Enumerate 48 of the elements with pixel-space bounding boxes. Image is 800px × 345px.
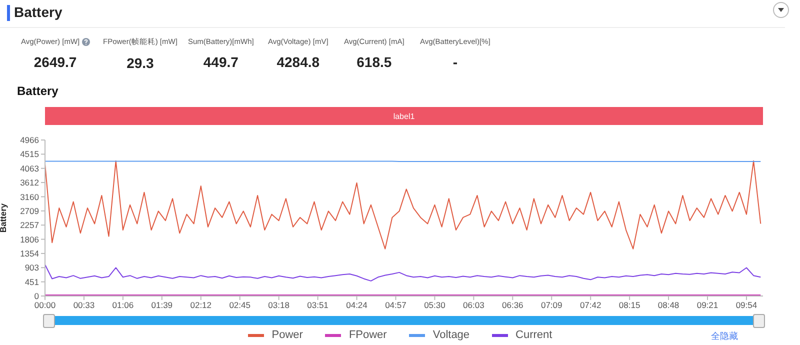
x-tick-label: 03:51	[307, 300, 329, 310]
x-tick-label: 08:48	[658, 300, 680, 310]
y-tick-label: 4515	[20, 149, 40, 160]
legend-label: Current	[516, 329, 552, 341]
x-tick-label: 09:21	[696, 300, 718, 310]
y-tick-label: 3612	[20, 178, 40, 188]
y-tick-label: 0	[34, 291, 40, 302]
line-series	[45, 160, 762, 250]
y-tick-label: 1806	[20, 234, 40, 244]
y-tick-label: 2257	[20, 220, 40, 230]
band-label: label1	[393, 112, 416, 121]
y-tick-label: 1354	[20, 248, 40, 258]
x-tick-label: 05:30	[424, 300, 446, 310]
x-tick-label: 06:36	[502, 300, 524, 310]
x-tick-label: 09:54	[736, 300, 758, 310]
legend-label: Power	[272, 329, 303, 341]
y-tick-label: 4966	[20, 135, 40, 146]
text: -	[452, 54, 458, 70]
chart-title: Battery	[14, 4, 62, 20]
chart-subtitle: Battery	[17, 84, 58, 98]
line-series	[45, 264, 762, 282]
y-tick-label: 903	[24, 262, 40, 273]
y-axis-title: Battery	[0, 203, 8, 233]
x-tick-label: 00:00	[34, 300, 56, 310]
x-tick-label: 03:18	[268, 300, 290, 310]
x-tick-label: 01:39	[151, 300, 173, 310]
y-tick-label: 4063	[20, 163, 40, 174]
y-tick-label: 451	[24, 276, 40, 287]
x-tick-label: 02:12	[190, 300, 212, 310]
text: 449.7	[203, 54, 238, 70]
text: 618.5	[356, 54, 392, 70]
text: 29.3	[126, 55, 154, 71]
x-tick-label: 04:24	[346, 300, 368, 310]
x-tick-label: 01:06	[112, 300, 134, 310]
x-tick-label: 04:57	[385, 300, 407, 310]
x-tick-label: 07:42	[580, 300, 602, 310]
x-tick-label: 06:03	[463, 300, 485, 310]
text: 全隐藏	[711, 330, 738, 343]
x-tick-label: 08:15	[618, 300, 640, 310]
y-tick-label: 2709	[20, 206, 40, 216]
legend-label: Voltage	[432, 329, 470, 341]
text: 4284.8	[276, 54, 320, 70]
text: 2649.7	[34, 54, 77, 70]
x-tick-label: 07:09	[540, 300, 563, 310]
y-tick-label: 3160	[20, 192, 40, 202]
x-tick-label: 02:45	[229, 300, 251, 310]
legend-label: FPower	[348, 329, 387, 341]
x-tick-label: 00:33	[73, 300, 95, 310]
